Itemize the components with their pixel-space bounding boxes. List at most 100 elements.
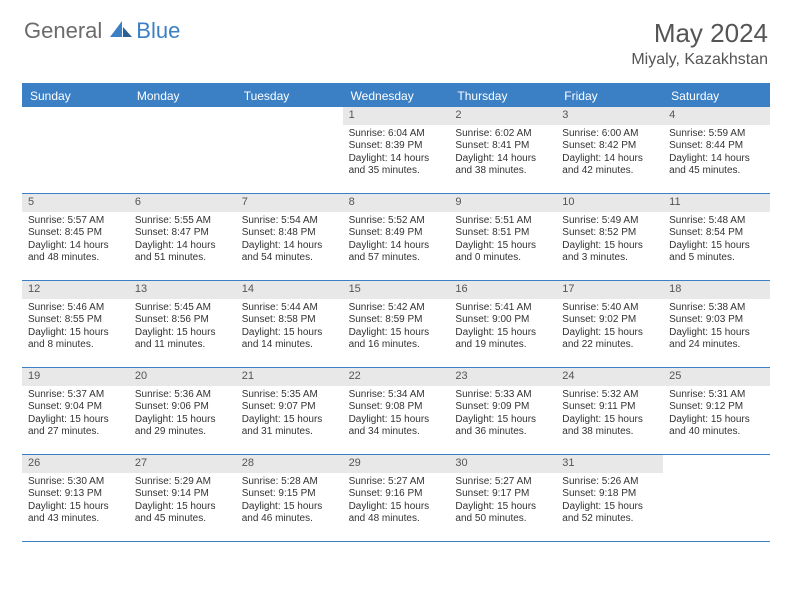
calendar-cell: 18Sunrise: 5:38 AMSunset: 9:03 PMDayligh… — [663, 281, 770, 367]
cell-line: Sunrise: 5:57 AM — [28, 215, 123, 228]
calendar-cell: 30Sunrise: 5:27 AMSunset: 9:17 PMDayligh… — [449, 455, 556, 541]
cell-line: Sunrise: 6:02 AM — [455, 128, 550, 141]
cell-line: Sunrise: 5:55 AM — [135, 215, 230, 228]
calendar-cell: 31Sunrise: 5:26 AMSunset: 9:18 PMDayligh… — [556, 455, 663, 541]
cell-line: Sunset: 9:15 PM — [242, 488, 337, 501]
calendar-cell: 27Sunrise: 5:29 AMSunset: 9:14 PMDayligh… — [129, 455, 236, 541]
cell-line: Daylight: 15 hours — [349, 414, 444, 427]
cell-line: Sunrise: 6:04 AM — [349, 128, 444, 141]
cell-line: Sunrise: 5:51 AM — [455, 215, 550, 228]
day-header-cell: Monday — [129, 85, 236, 107]
title-block: May 2024 Miyaly, Kazakhstan — [631, 18, 768, 69]
cell-body: Sunrise: 5:46 AMSunset: 8:55 PMDaylight:… — [22, 299, 129, 356]
calendar-cell — [236, 107, 343, 193]
day-number — [236, 107, 343, 125]
cell-line: Sunrise: 5:27 AM — [455, 476, 550, 489]
cell-body: Sunrise: 5:54 AMSunset: 8:48 PMDaylight:… — [236, 212, 343, 269]
day-header-cell: Friday — [556, 85, 663, 107]
cell-body: Sunrise: 5:45 AMSunset: 8:56 PMDaylight:… — [129, 299, 236, 356]
cell-body: Sunrise: 5:44 AMSunset: 8:58 PMDaylight:… — [236, 299, 343, 356]
cell-line: and 16 minutes. — [349, 339, 444, 352]
calendar-cell: 19Sunrise: 5:37 AMSunset: 9:04 PMDayligh… — [22, 368, 129, 454]
cell-line: Daylight: 14 hours — [135, 240, 230, 253]
cell-line: Sunrise: 5:59 AM — [669, 128, 764, 141]
cell-line: Sunrise: 5:34 AM — [349, 389, 444, 402]
cell-line: and 31 minutes. — [242, 426, 337, 439]
day-number: 18 — [663, 281, 770, 299]
cell-body: Sunrise: 5:35 AMSunset: 9:07 PMDaylight:… — [236, 386, 343, 443]
cell-body: Sunrise: 5:59 AMSunset: 8:44 PMDaylight:… — [663, 125, 770, 182]
week-row: 12Sunrise: 5:46 AMSunset: 8:55 PMDayligh… — [22, 281, 770, 368]
cell-line: Sunset: 8:58 PM — [242, 314, 337, 327]
cell-line: Sunset: 9:13 PM — [28, 488, 123, 501]
day-number: 3 — [556, 107, 663, 125]
calendar-cell: 14Sunrise: 5:44 AMSunset: 8:58 PMDayligh… — [236, 281, 343, 367]
cell-body: Sunrise: 5:32 AMSunset: 9:11 PMDaylight:… — [556, 386, 663, 443]
calendar-cell: 21Sunrise: 5:35 AMSunset: 9:07 PMDayligh… — [236, 368, 343, 454]
cell-body: Sunrise: 5:38 AMSunset: 9:03 PMDaylight:… — [663, 299, 770, 356]
cell-line: Sunrise: 6:00 AM — [562, 128, 657, 141]
cell-body: Sunrise: 5:30 AMSunset: 9:13 PMDaylight:… — [22, 473, 129, 530]
day-number: 7 — [236, 194, 343, 212]
day-number: 9 — [449, 194, 556, 212]
cell-body: Sunrise: 5:29 AMSunset: 9:14 PMDaylight:… — [129, 473, 236, 530]
cell-line: Daylight: 15 hours — [562, 414, 657, 427]
calendar-cell: 23Sunrise: 5:33 AMSunset: 9:09 PMDayligh… — [449, 368, 556, 454]
cell-line: and 29 minutes. — [135, 426, 230, 439]
calendar-cell: 11Sunrise: 5:48 AMSunset: 8:54 PMDayligh… — [663, 194, 770, 280]
cell-line: Sunset: 9:06 PM — [135, 401, 230, 414]
day-number: 30 — [449, 455, 556, 473]
cell-line: Sunset: 9:09 PM — [455, 401, 550, 414]
cell-line: and 0 minutes. — [455, 252, 550, 265]
cell-body: Sunrise: 5:36 AMSunset: 9:06 PMDaylight:… — [129, 386, 236, 443]
cell-line: Daylight: 15 hours — [455, 414, 550, 427]
cell-line: and 36 minutes. — [455, 426, 550, 439]
cell-line: Sunset: 9:14 PM — [135, 488, 230, 501]
calendar-cell: 17Sunrise: 5:40 AMSunset: 9:02 PMDayligh… — [556, 281, 663, 367]
cell-line: and 42 minutes. — [562, 165, 657, 178]
calendar-cell — [663, 455, 770, 541]
cell-line: Daylight: 14 hours — [242, 240, 337, 253]
day-number: 26 — [22, 455, 129, 473]
cell-line: and 48 minutes. — [28, 252, 123, 265]
cell-line: Sunset: 9:08 PM — [349, 401, 444, 414]
cell-line: and 34 minutes. — [349, 426, 444, 439]
cell-line: Sunset: 8:55 PM — [28, 314, 123, 327]
cell-line: Sunrise: 5:54 AM — [242, 215, 337, 228]
cell-line: and 54 minutes. — [242, 252, 337, 265]
cell-line: Sunset: 8:52 PM — [562, 227, 657, 240]
cell-line: Sunset: 8:47 PM — [135, 227, 230, 240]
cell-line: Sunrise: 5:30 AM — [28, 476, 123, 489]
location: Miyaly, Kazakhstan — [631, 51, 768, 69]
calendar-cell: 22Sunrise: 5:34 AMSunset: 9:08 PMDayligh… — [343, 368, 450, 454]
cell-body — [236, 125, 343, 132]
day-number: 31 — [556, 455, 663, 473]
day-number — [129, 107, 236, 125]
cell-line: Sunset: 8:54 PM — [669, 227, 764, 240]
cell-line: Sunrise: 5:29 AM — [135, 476, 230, 489]
cell-body: Sunrise: 6:02 AMSunset: 8:41 PMDaylight:… — [449, 125, 556, 182]
cell-body: Sunrise: 5:52 AMSunset: 8:49 PMDaylight:… — [343, 212, 450, 269]
calendar-cell — [22, 107, 129, 193]
cell-line: and 35 minutes. — [349, 165, 444, 178]
cell-line: Daylight: 15 hours — [28, 327, 123, 340]
cell-line: and 27 minutes. — [28, 426, 123, 439]
day-number: 11 — [663, 194, 770, 212]
calendar-cell: 28Sunrise: 5:28 AMSunset: 9:15 PMDayligh… — [236, 455, 343, 541]
day-number: 28 — [236, 455, 343, 473]
cell-line: Sunset: 8:41 PM — [455, 140, 550, 153]
cell-line: Daylight: 15 hours — [242, 414, 337, 427]
calendar-cell: 10Sunrise: 5:49 AMSunset: 8:52 PMDayligh… — [556, 194, 663, 280]
cell-line: Daylight: 15 hours — [669, 327, 764, 340]
cell-body — [22, 125, 129, 132]
calendar-cell: 16Sunrise: 5:41 AMSunset: 9:00 PMDayligh… — [449, 281, 556, 367]
cell-line: Daylight: 15 hours — [135, 501, 230, 514]
cell-line: Sunset: 9:04 PM — [28, 401, 123, 414]
month-title: May 2024 — [631, 18, 768, 49]
cell-line: Sunrise: 5:48 AM — [669, 215, 764, 228]
calendar-cell: 9Sunrise: 5:51 AMSunset: 8:51 PMDaylight… — [449, 194, 556, 280]
calendar-cell: 25Sunrise: 5:31 AMSunset: 9:12 PMDayligh… — [663, 368, 770, 454]
day-number: 17 — [556, 281, 663, 299]
calendar-cell: 15Sunrise: 5:42 AMSunset: 8:59 PMDayligh… — [343, 281, 450, 367]
calendar-cell: 29Sunrise: 5:27 AMSunset: 9:16 PMDayligh… — [343, 455, 450, 541]
